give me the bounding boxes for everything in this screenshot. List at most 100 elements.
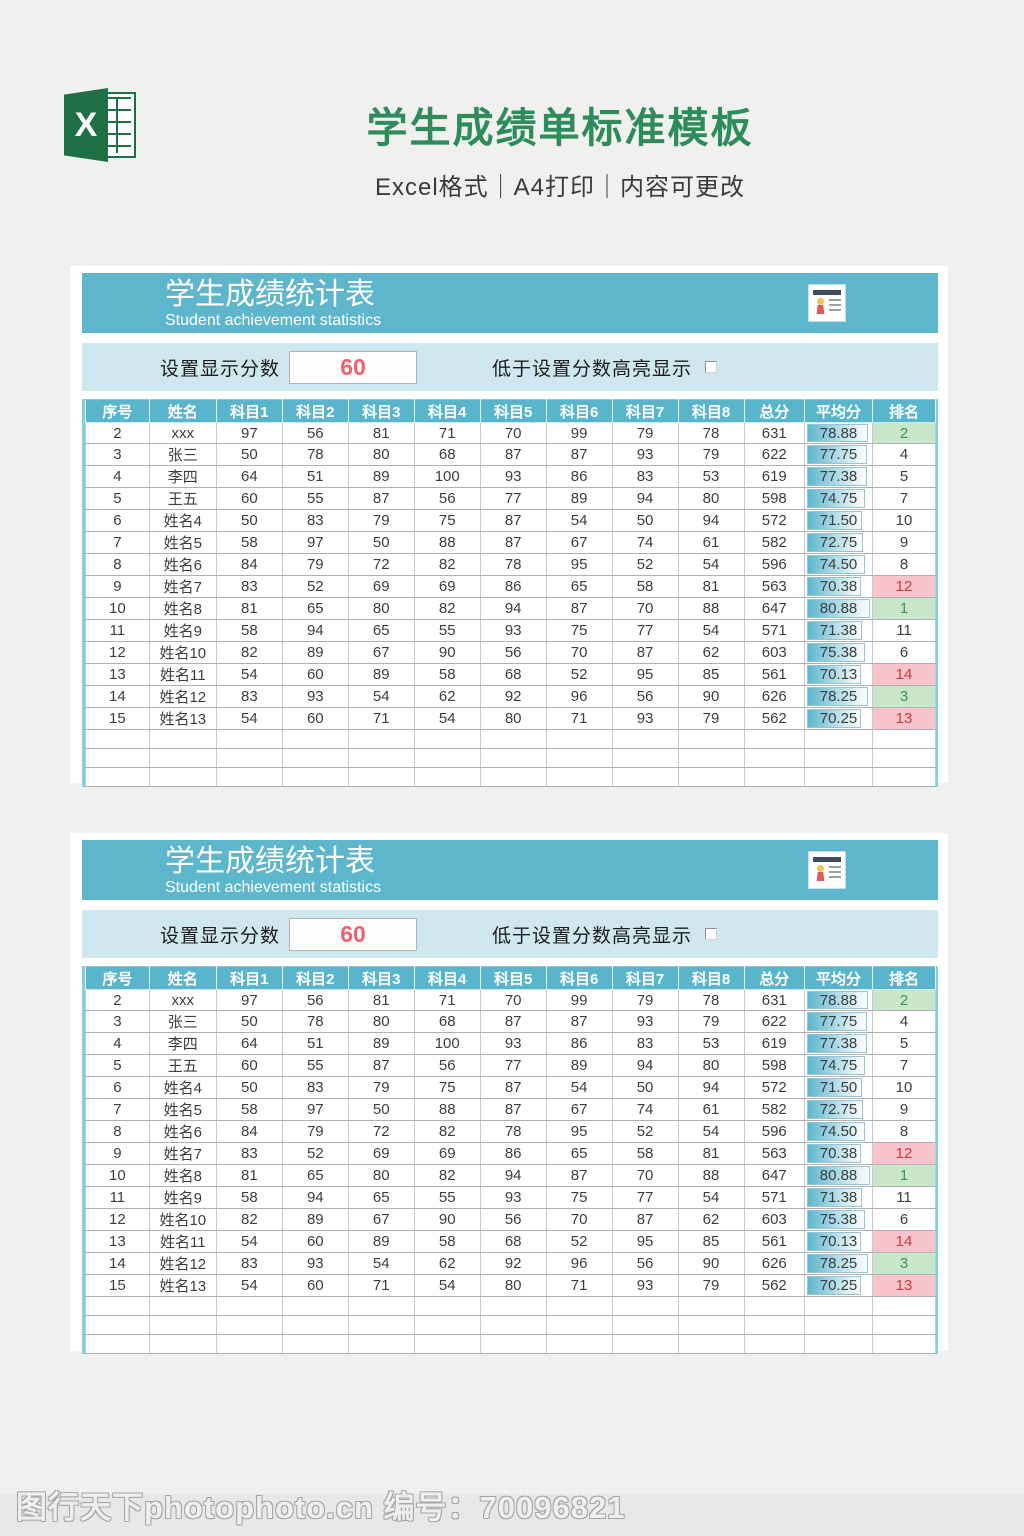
score-cell[interactable]: 52	[611, 553, 679, 576]
score-cell[interactable]: 79	[677, 1274, 745, 1297]
score-cell[interactable]: 83	[215, 1142, 283, 1165]
empty-cell[interactable]	[413, 748, 481, 768]
score-cell[interactable]: 94	[479, 1164, 547, 1187]
score-cell[interactable]: 50	[215, 1076, 283, 1099]
rank-cell[interactable]: 7	[872, 487, 936, 510]
score-cell[interactable]: 姓名6	[148, 1120, 217, 1143]
score-cell[interactable]: 94	[611, 1054, 679, 1077]
score-cell[interactable]: 58	[413, 1230, 481, 1253]
avg-cell[interactable]: 74.75	[804, 1054, 873, 1077]
empty-cell[interactable]	[85, 767, 150, 787]
score-cell[interactable]: 67	[545, 1098, 613, 1121]
score-cell[interactable]: 10	[85, 597, 150, 620]
score-cell[interactable]: 87	[479, 1010, 547, 1033]
empty-cell[interactable]	[677, 767, 745, 787]
score-cell[interactable]: 70	[479, 989, 547, 1011]
avg-cell[interactable]: 71.38	[804, 1186, 873, 1209]
score-cell[interactable]: 53	[677, 465, 745, 488]
score-cell[interactable]: 78	[677, 422, 745, 444]
score-cell[interactable]: 99	[545, 422, 613, 444]
score-cell[interactable]: 80	[479, 1274, 547, 1297]
score-cell[interactable]: 54	[677, 553, 745, 576]
score-cell[interactable]: 60	[281, 1274, 349, 1297]
score-cell[interactable]: 51	[281, 1032, 349, 1055]
rank-cell[interactable]: 8	[872, 553, 936, 576]
empty-cell[interactable]	[85, 748, 150, 768]
score-cell[interactable]: 631	[743, 989, 806, 1011]
score-cell[interactable]: 姓名10	[148, 641, 217, 664]
score-cell[interactable]: 87	[545, 1010, 613, 1033]
rank-cell[interactable]: 2	[872, 422, 936, 444]
rank-cell[interactable]: 3	[872, 1252, 936, 1275]
rank-cell[interactable]: 3	[872, 685, 936, 708]
score-cell[interactable]: 87	[347, 487, 415, 510]
score-cell[interactable]: 582	[743, 1098, 806, 1121]
score-cell[interactable]: 94	[281, 619, 349, 642]
score-cell[interactable]: 8	[85, 553, 150, 576]
empty-cell[interactable]	[215, 748, 283, 768]
score-cell[interactable]: 12	[85, 1208, 150, 1231]
empty-cell[interactable]	[215, 1296, 283, 1316]
score-cell[interactable]: 3	[85, 443, 150, 466]
empty-cell[interactable]	[743, 1315, 806, 1335]
score-cell[interactable]: 631	[743, 422, 806, 444]
avg-cell[interactable]: 71.38	[804, 619, 873, 642]
score-cell[interactable]: 85	[677, 663, 745, 686]
score-cell[interactable]: 54	[215, 707, 283, 730]
score-cell[interactable]: 93	[611, 707, 679, 730]
score-cell[interactable]: 95	[545, 1120, 613, 1143]
score-cell[interactable]: 58	[611, 1142, 679, 1165]
score-cell[interactable]: 55	[281, 1054, 349, 1077]
score-cell[interactable]: 88	[677, 1164, 745, 1187]
score-cell[interactable]: 80	[347, 1164, 415, 1187]
empty-cell[interactable]	[804, 1296, 873, 1316]
rank-cell[interactable]: 12	[872, 575, 936, 598]
score-cell[interactable]: 622	[743, 443, 806, 466]
score-cell[interactable]: 79	[611, 989, 679, 1011]
rank-cell[interactable]: 4	[872, 443, 936, 466]
empty-cell[interactable]	[545, 748, 613, 768]
empty-cell[interactable]	[281, 1296, 349, 1316]
avg-cell[interactable]: 77.38	[804, 1032, 873, 1055]
score-cell[interactable]: 68	[479, 663, 547, 686]
empty-cell[interactable]	[611, 1296, 679, 1316]
rank-cell[interactable]: 13	[872, 1274, 936, 1297]
score-cell[interactable]: 54	[413, 1274, 481, 1297]
score-cell[interactable]: 7	[85, 1098, 150, 1121]
score-cell[interactable]: 65	[281, 1164, 349, 1187]
score-cell[interactable]: 15	[85, 1274, 150, 1297]
score-cell[interactable]: 2	[85, 422, 150, 444]
empty-cell[interactable]	[545, 729, 613, 749]
score-cell[interactable]: 姓名7	[148, 1142, 217, 1165]
score-cell[interactable]: 11	[85, 619, 150, 642]
empty-cell[interactable]	[148, 1315, 217, 1335]
highlight-checkbox[interactable]	[705, 361, 718, 373]
rank-cell[interactable]: 12	[872, 1142, 936, 1165]
empty-cell[interactable]	[413, 1296, 481, 1316]
score-cell[interactable]: 598	[743, 1054, 806, 1077]
score-cell[interactable]: 89	[281, 641, 349, 664]
avg-cell[interactable]: 77.75	[804, 1010, 873, 1033]
score-cell[interactable]: 563	[743, 575, 806, 598]
empty-cell[interactable]	[215, 1334, 283, 1354]
score-cell[interactable]: 60	[215, 1054, 283, 1077]
avg-cell[interactable]: 70.25	[804, 1274, 873, 1297]
score-cell[interactable]: 84	[215, 1120, 283, 1143]
rank-cell[interactable]: 9	[872, 1098, 936, 1121]
empty-cell[interactable]	[677, 748, 745, 768]
empty-cell[interactable]	[85, 1296, 150, 1316]
rank-cell[interactable]: 5	[872, 1032, 936, 1055]
avg-cell[interactable]: 74.50	[804, 1120, 873, 1143]
score-cell[interactable]: 572	[743, 1076, 806, 1099]
avg-cell[interactable]: 78.88	[804, 989, 873, 1011]
score-cell[interactable]: 90	[413, 641, 481, 664]
score-cell[interactable]: 62	[677, 641, 745, 664]
empty-cell[interactable]	[872, 1315, 936, 1335]
score-cell[interactable]: 68	[413, 1010, 481, 1033]
score-cell[interactable]: 80	[479, 707, 547, 730]
score-cell[interactable]: 51	[281, 465, 349, 488]
empty-cell[interactable]	[479, 729, 547, 749]
score-cell[interactable]: 62	[413, 685, 481, 708]
score-cell[interactable]: 61	[677, 531, 745, 554]
score-cell[interactable]: 姓名11	[148, 663, 217, 686]
